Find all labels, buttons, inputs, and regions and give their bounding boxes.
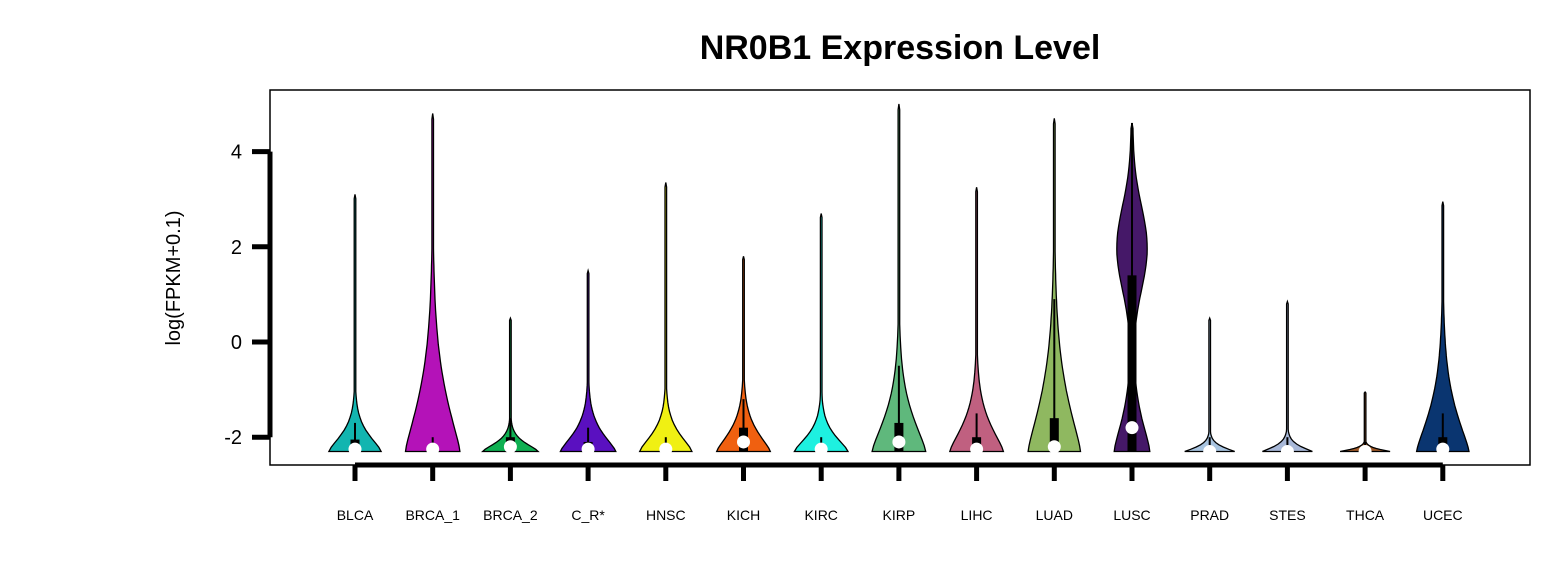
median-point [970,442,984,456]
y-tick-label: 4 [231,142,242,164]
median-point [659,442,673,456]
violin-hnsc [638,182,693,453]
median-point [1358,444,1372,458]
x-tick-label: LUSC [1113,507,1150,523]
violin-blca [327,194,383,453]
violin-kirp [871,103,927,453]
violin-c-r- [559,268,617,453]
violin-brca-1 [404,113,461,453]
median-point [1280,444,1294,458]
y-axis-label: log(FPKM+0.1) [163,210,185,345]
median-point [581,442,595,456]
x-tick-label: KIRP [883,507,916,523]
violin-luad [1027,118,1082,453]
x-tick-label: KIRC [804,507,837,523]
x-axis: BLCA BRCA_1 BRCA_2 C_R* HNSC KICH KIRC KIRP LIHC… [337,462,1463,523]
violin-thca [1339,390,1391,453]
median-point [892,435,906,449]
chart-title: NR0B1 Expression Level [700,29,1101,67]
violin-kirc [793,213,850,453]
median-point [737,435,750,449]
y-tick-label: -2 [224,427,242,449]
violin-prad [1184,316,1235,453]
x-tick-label: KICH [727,507,760,523]
x-tick-label: HNSC [646,507,686,523]
median-point [1125,421,1139,435]
x-tick-label: THCA [1346,507,1385,523]
y-axis: -2 0 2 4 [224,142,273,449]
violin-ucec [1415,201,1470,453]
x-tick-label: C_R* [571,507,605,523]
x-tick-label: STES [1269,507,1306,523]
iqr-box [1127,275,1137,452]
x-tick-label: UCEC [1423,507,1463,523]
violin-lihc [948,187,1005,453]
median-point [1203,444,1217,458]
median-point [426,442,440,456]
violin-kich [715,256,772,453]
x-tick-label: PRAD [1190,507,1229,523]
median-point [503,440,517,454]
median-point [348,442,362,456]
median-point [1047,440,1061,454]
violin-brca-2 [481,316,540,453]
x-tick-label: BLCA [337,507,374,523]
x-tick-label: BRCA_1 [405,507,460,523]
x-tick-label: LIHC [961,507,993,523]
x-tick-label: BRCA_2 [483,507,538,523]
x-tick-label: LUAD [1036,507,1073,523]
median-point [814,442,828,456]
median-point [1436,442,1450,456]
y-tick-label: 0 [231,332,242,354]
iqr-box [1049,418,1059,452]
violin-stes [1262,299,1313,453]
y-tick-label: 2 [231,237,242,259]
violins [327,103,1470,458]
